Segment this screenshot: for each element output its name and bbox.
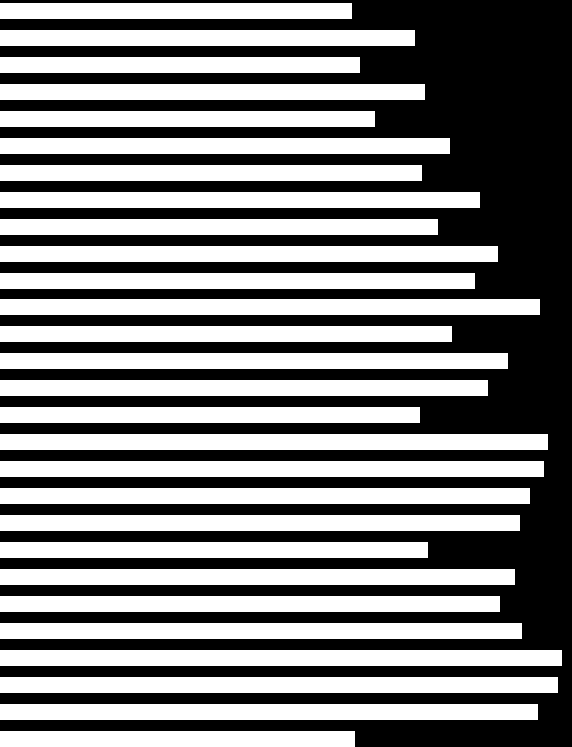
bar-14 [0,380,488,396]
bar-9 [0,246,498,262]
bar-24 [0,650,562,666]
bar-27 [0,731,355,747]
bar-26 [0,704,538,720]
bar-0 [0,3,352,19]
bar-11 [0,299,540,315]
bar-23 [0,623,522,639]
bar-8 [0,219,438,235]
bar-25 [0,677,558,693]
bar-7 [0,192,480,208]
bar-21 [0,569,515,585]
bar-3 [0,84,425,100]
bar-1 [0,30,415,46]
bar-5 [0,138,450,154]
bar-22 [0,596,500,612]
bar-15 [0,407,420,423]
bar-4 [0,111,375,127]
bar-12 [0,326,452,342]
bar-17 [0,461,544,477]
bar-20 [0,542,428,558]
bar-19 [0,515,520,531]
bar-10 [0,273,475,289]
bar-6 [0,165,422,181]
bar-16 [0,434,548,450]
bar-13 [0,353,508,369]
horizontal-bar-chart [0,0,572,747]
bar-18 [0,488,530,504]
bar-2 [0,57,360,73]
